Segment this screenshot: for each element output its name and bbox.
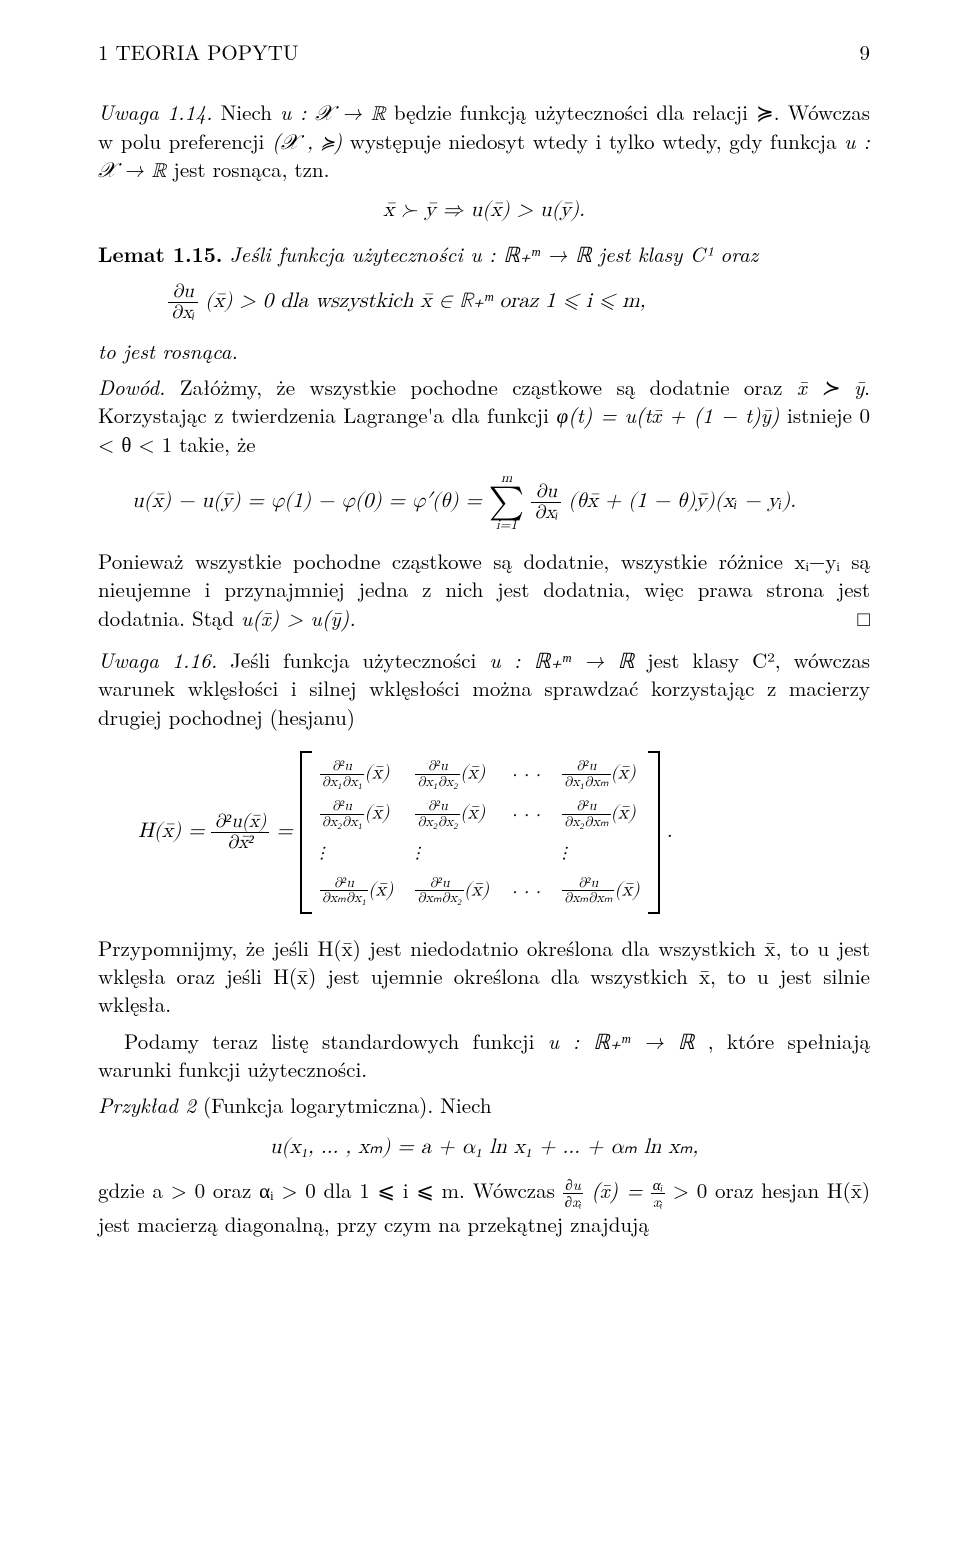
display-lagrange-sum: u(x̄) − u(ȳ) = φ(1) − φ(0) = φ′(θ) = m ∑… [98, 472, 870, 533]
display-partial-condition: ∂u ∂xᵢ (x̄) > 0 dla wszystkich x̄ ∈ ℝ₊ᵐ … [98, 282, 870, 323]
qed-icon: □ [857, 604, 870, 632]
after-hessian-p2: Podamy teraz listę standardowych funkcji… [98, 1027, 870, 1084]
denominator: ∂x̄² [211, 833, 269, 853]
denominator: xᵢ [651, 1194, 665, 1210]
denominator: ∂xᵢ [531, 503, 561, 523]
fraction: ∂u ∂xᵢ [531, 482, 561, 523]
sigma-icon: ∑ [489, 486, 524, 520]
math-inline: (𝒳 , ≽) [272, 126, 342, 156]
text: Podamy teraz listę standardowych funkcji [124, 1026, 548, 1056]
numerator: ∂²u(x̄) [211, 812, 269, 833]
example-2-head: Przykład 2 (Funkcja logarytmiczna). Niec… [98, 1091, 870, 1119]
lemma-label: Lemat 1.15. [98, 239, 223, 269]
math-inline: φ(t) = u(tx̄ + (1 − t)ȳ) [557, 400, 780, 430]
matrix-cell: · · · [511, 761, 540, 787]
matrix-cell: ⋮ [562, 839, 640, 865]
display-implication: x̄ ≻ ȳ ⇒ u(x̄) > u(ȳ). [98, 197, 870, 225]
text: Jeśli funkcja użyteczności [230, 239, 471, 269]
math-inline: u : ℝ₊ᵐ → ℝ [489, 645, 634, 675]
matrix-cell: ⋮ [415, 839, 489, 865]
text: Jeśli funkcja użyteczności [230, 645, 489, 675]
fraction: ∂²u(x̄) ∂x̄² [211, 812, 269, 853]
matrix-cell: · · · [511, 878, 540, 904]
fraction: αᵢ xᵢ [651, 1177, 665, 1210]
proof-para-1: Dowód. Załóżmy, że wszystkie pochodne cz… [98, 373, 870, 458]
remark-1-16: Uwaga 1.16. Jeśli funkcja użyteczności u… [98, 646, 870, 731]
denominator: ∂xᵢ [563, 1194, 584, 1210]
lemma-conclusion: to jest rosnąca. [98, 337, 870, 365]
after-hessian-p1: Przypomnijmy, że jeśli H(x̄) jest niedod… [98, 934, 870, 1019]
math: x̄ ≻ ȳ ⇒ u(x̄) > u(ȳ). [383, 200, 585, 221]
sum-lower: i=1 [489, 519, 524, 533]
math-inline: u(x̄) > u(ȳ). [241, 603, 356, 633]
math-rhs: (θx̄ + (1 − θ)ȳ)(xᵢ − yᵢ). [568, 491, 796, 512]
text: gdzie a > 0 oraz αᵢ > 0 dla 1 ⩽ i ⩽ m. W… [98, 1175, 563, 1205]
section-title: 1 TEORIA POPYTU [98, 38, 299, 66]
page-number: 9 [860, 38, 871, 66]
example-2-tail: gdzie a > 0 oraz αᵢ > 0 dla 1 ⩽ i ⩽ m. W… [98, 1176, 870, 1238]
proof-label: Dowód. [98, 372, 165, 402]
display-hessian: H(x̄) = ∂²u(x̄) ∂x̄² = ∂²u∂x₁∂x₁(x̄) ∂²u… [98, 745, 870, 920]
left-bracket-icon [300, 751, 312, 914]
text: Niech [433, 1090, 491, 1120]
text: Niech [221, 97, 280, 127]
math-lhs: u(x̄) − u(ȳ) = φ(1) − φ(0) = φ′(θ) = [132, 491, 489, 512]
remark-label: Uwaga 1.16. [98, 645, 217, 675]
page: 1 TEORIA POPYTU 9 Uwaga 1.14. Niech u : … [0, 0, 960, 1546]
example-label: Przykład 2 [98, 1090, 196, 1120]
matrix-cell: ∂²u∂xₘ∂x₂(x̄) [415, 876, 489, 906]
matrix-cell: ∂²u∂x₁∂x₂(x̄) [415, 759, 489, 789]
text: (Funkcja logarytmiczna). [196, 1090, 433, 1120]
matrix-cell: ∂²u∂x₂∂xₘ(x̄) [562, 799, 640, 829]
lemma-1-15: Lemat 1.15. Jeśli funkcja użyteczności u… [98, 240, 870, 268]
matrix-cell: · · · [511, 801, 540, 827]
remark-label: Uwaga 1.14. [98, 97, 212, 127]
text: jest klasy C¹ oraz [599, 239, 759, 269]
sum-upper: m [489, 472, 524, 486]
period: . [667, 821, 673, 842]
matrix-cell: ∂²u∂x₂∂x₂(x̄) [415, 799, 489, 829]
text: Ponieważ wszystkie pochodne cząstkowe są… [98, 546, 870, 633]
matrix-cell: ∂²u∂xₘ∂xₘ(x̄) [562, 876, 640, 906]
math-inline: x̄ ≻ ȳ [797, 372, 864, 402]
math: (x̄) > 0 dla wszystkich x̄ ∈ ℝ₊ᵐ oraz 1 … [205, 291, 645, 312]
math-inline: u : ℝ₊ᵐ → ℝ [470, 239, 591, 269]
math: u(x₁, … , xₘ) = a + α₁ ln x₁ + … + αₘ ln… [270, 1137, 699, 1158]
running-header: 1 TEORIA POPYTU 9 [98, 38, 870, 66]
text: jest rosnąca, tzn. [173, 154, 329, 184]
text: występuje niedosyt wtedy i tylko wtedy, … [350, 126, 844, 156]
hessian-lhs: H(x̄) = [138, 821, 211, 842]
matrix-cell: ∂²u∂xₘ∂x₁(x̄) [320, 876, 394, 906]
matrix-cell: ∂²u∂x₁∂x₁(x̄) [320, 759, 394, 789]
matrix-cell: ⋮ [320, 839, 394, 865]
hessian-matrix: ∂²u∂x₁∂x₁(x̄) ∂²u∂x₁∂x₂(x̄) · · · ∂²u∂x₁… [300, 751, 660, 914]
denominator: ∂xᵢ [168, 303, 198, 323]
fraction: ∂u ∂xᵢ [168, 282, 198, 323]
matrix-grid: ∂²u∂x₁∂x₁(x̄) ∂²u∂x₁∂x₂(x̄) · · · ∂²u∂x₁… [312, 751, 648, 914]
fraction: ∂u ∂xᵢ [563, 1177, 584, 1210]
equals: = [276, 821, 299, 842]
numerator: ∂u [168, 282, 198, 303]
proof-para-2: Ponieważ wszystkie pochodne cząstkowe są… [98, 547, 870, 632]
right-bracket-icon [648, 751, 660, 914]
matrix-cell: ∂²u∂x₂∂x₁(x̄) [320, 799, 394, 829]
text: Załóżmy, że wszystkie pochodne cząstkowe… [180, 372, 797, 402]
remark-1-14: Uwaga 1.14. Niech u : 𝒳 → ℝ będzie funkc… [98, 98, 870, 183]
math-inline: u : 𝒳 → ℝ [280, 97, 386, 127]
matrix-cell: ∂²u∂x₁∂xₘ(x̄) [562, 759, 640, 789]
display-log-utility: u(x₁, … , xₘ) = a + α₁ ln x₁ + … + αₘ ln… [98, 1134, 870, 1162]
math-inline: u : ℝ₊ᵐ → ℝ [548, 1026, 695, 1056]
math-inline: (x̄) = [591, 1175, 651, 1205]
summation: m ∑ i=1 [489, 472, 524, 533]
numerator: ∂u [531, 482, 561, 503]
